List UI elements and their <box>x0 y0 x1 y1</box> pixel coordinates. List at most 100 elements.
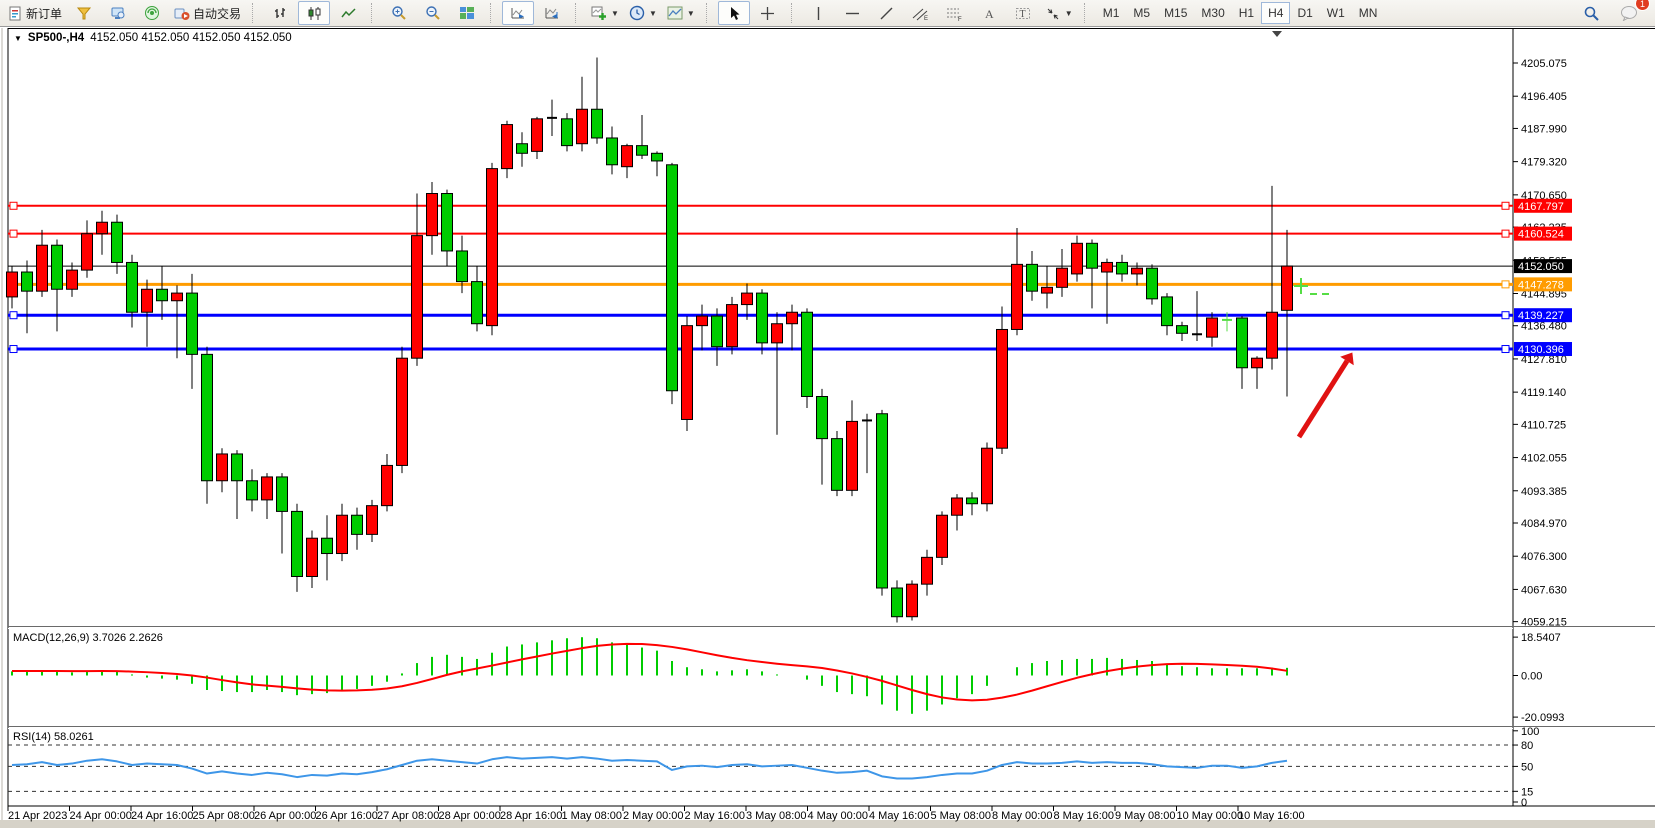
timeframe-h1-button[interactable]: H1 <box>1238 6 1255 20</box>
signals-button[interactable] <box>136 1 168 25</box>
bar-chart-button[interactable] <box>264 1 296 25</box>
chevron-down-icon: ▼ <box>686 8 695 18</box>
line-handle[interactable] <box>1501 229 1510 238</box>
svg-text:26 Apr 16:00: 26 Apr 16:00 <box>316 810 378 822</box>
chart-canvas[interactable]: 4205.0754196.4054187.9904179.3204170.650… <box>0 28 1655 828</box>
toolbar-separator <box>790 3 798 23</box>
crosshair-icon <box>761 6 775 20</box>
symbol-period-label: SP500-,H4 <box>27 32 85 44</box>
svg-text:4 May 00:00: 4 May 00:00 <box>808 810 869 822</box>
toolbar-separator <box>1083 3 1091 23</box>
timeframe-m15-button[interactable]: M15 <box>1164 6 1188 20</box>
svg-text:0.00: 0.00 <box>1521 671 1542 683</box>
text-label-icon: T <box>1015 7 1030 20</box>
timeframe-h4-button[interactable]: H4 <box>1261 2 1291 24</box>
line-handle[interactable] <box>1501 345 1510 354</box>
line-chart-button[interactable] <box>332 1 364 25</box>
svg-text:5 May 08:00: 5 May 08:00 <box>931 810 992 822</box>
red-arrow-head[interactable] <box>1340 352 1354 366</box>
macd-panel: 18.5407 0.00 -20.0993 <box>11 632 1564 724</box>
fibonacci-button[interactable]: F <box>939 1 971 25</box>
svg-text:100: 100 <box>1521 726 1539 738</box>
svg-text:28 Apr 16:00: 28 Apr 16:00 <box>500 810 562 822</box>
vertical-line-button[interactable] <box>803 1 835 25</box>
collapse-triangle-icon[interactable]: ▼ <box>14 33 22 43</box>
svg-text:E: E <box>924 16 928 21</box>
chart-shift-button[interactable] <box>536 1 568 25</box>
market-button[interactable] <box>102 1 134 25</box>
channel-icon: E <box>912 8 928 21</box>
autotrade-button[interactable]: 自动交易 <box>170 1 245 25</box>
svg-text:4160.524: 4160.524 <box>1518 229 1564 241</box>
svg-text:4 May 16:00: 4 May 16:00 <box>869 810 930 822</box>
svg-text:4127.810: 4127.810 <box>1521 354 1567 366</box>
svg-text:24 Apr 00:00: 24 Apr 00:00 <box>70 810 132 822</box>
template-chart-icon <box>667 6 683 20</box>
macd-indicator-label: MACD(12,26,9) 3.7026 2.2626 <box>13 632 163 644</box>
crosshair-button[interactable] <box>752 1 784 25</box>
zoom-out-button[interactable] <box>417 1 449 25</box>
chart-shift-icon <box>545 7 559 18</box>
svg-text:10 May 16:00: 10 May 16:00 <box>1238 810 1305 822</box>
line-handle[interactable] <box>9 229 18 238</box>
svg-text:3 May 08:00: 3 May 08:00 <box>746 810 807 822</box>
toolbar: 新订单 自动交易 <box>0 0 1655 27</box>
line-handle[interactable] <box>1501 201 1510 210</box>
equidistant-channel-button[interactable]: E <box>905 1 937 25</box>
line-handle[interactable] <box>9 201 18 210</box>
trendline-icon <box>880 7 893 19</box>
search-button[interactable] <box>1575 1 1607 25</box>
templates-button[interactable]: ▼ <box>663 1 699 25</box>
periods-button[interactable]: ▼ <box>625 1 661 25</box>
svg-text:4067.630: 4067.630 <box>1521 584 1567 596</box>
timeframe-d1-button[interactable]: D1 <box>1297 6 1313 20</box>
auto-scroll-button[interactable] <box>502 1 535 25</box>
new-order-button[interactable]: 新订单 <box>4 1 66 25</box>
chat-button[interactable]: 1 <box>1613 0 1650 25</box>
timeframe-m5-button[interactable]: M5 <box>1133 6 1151 20</box>
rsi-line <box>11 756 1288 780</box>
line-handle[interactable] <box>9 345 18 354</box>
timeframe-w1-button[interactable]: W1 <box>1326 6 1345 20</box>
zoom-in-button[interactable] <box>383 1 415 25</box>
line-handle[interactable] <box>1501 280 1510 289</box>
text-label-button[interactable]: T <box>1007 1 1039 25</box>
macd-signal-line <box>11 642 1288 702</box>
red-arrow[interactable] <box>1296 359 1350 439</box>
svg-text:4102.055: 4102.055 <box>1521 453 1567 465</box>
zoom-in-icon <box>392 6 406 20</box>
svg-text:24 Apr 16:00: 24 Apr 16:00 <box>131 810 193 822</box>
cursor-icon <box>730 6 740 20</box>
text-button[interactable]: A <box>973 1 1005 25</box>
zoom-out-icon <box>426 6 440 20</box>
timeframe-mn-button[interactable]: MN <box>1358 6 1378 20</box>
arrows-button[interactable]: ▼ <box>1041 1 1077 25</box>
svg-text:4167.797: 4167.797 <box>1518 201 1564 213</box>
add-indicator-icon <box>591 6 607 20</box>
line-handle[interactable] <box>9 311 18 320</box>
timeframe-m1-button[interactable]: M1 <box>1102 6 1120 20</box>
toolbar-separator <box>371 3 378 23</box>
candlestick-chart-button[interactable] <box>298 1 331 25</box>
tile-windows-button[interactable] <box>451 1 483 25</box>
svg-text:A: A <box>985 7 994 21</box>
rsi-panel: 100 80 50 150 <box>8 726 1539 809</box>
chart-shift-marker[interactable] <box>1272 31 1282 37</box>
signal-icon <box>145 6 160 20</box>
timeframe-m30-button[interactable]: M30 <box>1201 6 1225 20</box>
svg-text:4136.480: 4136.480 <box>1521 321 1567 333</box>
trendline-button[interactable] <box>871 1 903 25</box>
svg-text:4152.050: 4152.050 <box>1518 261 1564 273</box>
add-indicator-button[interactable]: ▼ <box>587 1 623 25</box>
ohlc-values: 4152.050 4152.050 4152.050 4152.050 <box>90 32 292 44</box>
cursor-button[interactable] <box>717 1 750 25</box>
svg-text:50: 50 <box>1521 761 1533 773</box>
svg-text:4147.278: 4147.278 <box>1518 279 1564 291</box>
svg-text:4179.320: 4179.320 <box>1521 157 1567 169</box>
horizontal-line-button[interactable] <box>837 1 869 25</box>
line-handle[interactable] <box>1501 311 1510 320</box>
metaeditor-button[interactable] <box>68 1 100 25</box>
annotations-layer <box>1294 278 1354 439</box>
svg-text:4110.725: 4110.725 <box>1521 419 1566 431</box>
price-tag <box>1514 259 1572 274</box>
